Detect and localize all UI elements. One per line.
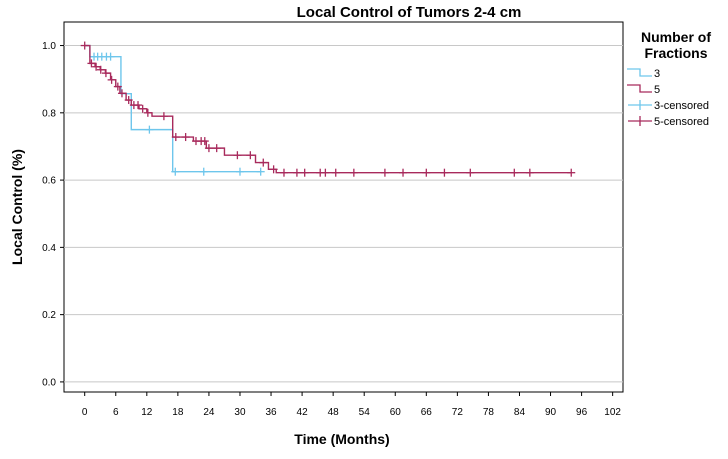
censor-mark: [138, 104, 147, 113]
x-tick-label: 96: [576, 407, 588, 418]
x-tick-label: 24: [203, 407, 215, 418]
censor-mark: [159, 112, 168, 121]
legend-item: 3-censored: [628, 100, 709, 112]
x-tick-label: 54: [359, 407, 371, 418]
x-axis-ticks: 0 6 12 18 24 30 36 42 48 54 60 66 72 78 84 90 96 102: [82, 392, 621, 418]
censor-mark: [145, 125, 154, 134]
censor-mark: [181, 133, 190, 142]
legend-item: 5: [627, 84, 660, 96]
censor-mark: [96, 65, 105, 74]
censor-mark: [101, 69, 110, 78]
legend-label: 3-censored: [654, 100, 709, 112]
censor-mark: [106, 52, 115, 61]
censor-mark: [440, 168, 449, 177]
censor-mark: [399, 168, 408, 177]
censor-mark: [292, 168, 301, 177]
y-tick-label: 0.4: [42, 243, 56, 254]
chart-title: Local Control of Tumors 2-4 cm: [297, 4, 522, 21]
legend-items: 3 5 3-censored 5-censored: [627, 68, 709, 128]
x-tick-label: 60: [390, 407, 402, 418]
censor-mark: [134, 101, 143, 110]
legend-item: 5-censored: [628, 116, 709, 128]
censor-mark: [510, 168, 519, 177]
censor-mark: [269, 165, 278, 174]
censor-mark: [212, 144, 221, 153]
censor-mark: [124, 96, 133, 105]
legend: Number of Fractions 3 5 3-censored 5-censor…: [627, 29, 711, 128]
censor-mark: [422, 168, 431, 177]
censor-mark: [259, 158, 268, 167]
x-tick-label: 42: [297, 407, 309, 418]
censor-mark: [235, 167, 244, 176]
y-tick-label: 0.6: [42, 176, 56, 187]
censor-mark: [567, 168, 576, 177]
censor-mark: [107, 75, 116, 84]
censor-mark: [331, 168, 340, 177]
series-5: [80, 41, 576, 177]
x-axis-label: Time (Months): [294, 431, 389, 447]
censor-mark: [200, 137, 209, 146]
y-tick-label: 0.8: [42, 108, 56, 119]
censor-mark: [246, 151, 255, 160]
censor-mark: [466, 168, 475, 177]
y-tick-label: 0.2: [42, 310, 56, 321]
x-tick-label: 36: [265, 407, 277, 418]
gridlines: [64, 45, 623, 383]
x-tick-label: 18: [172, 407, 184, 418]
plot-area: [63, 21, 624, 393]
x-tick-label: 0: [82, 407, 88, 418]
censor-mark: [300, 168, 309, 177]
x-tick-label: 90: [545, 407, 557, 418]
y-axis-ticks: 0.0 0.2 0.4 0.6 0.8 1.0: [42, 41, 64, 388]
y-axis-label: Local Control (%): [9, 149, 25, 265]
censor-mark: [349, 168, 358, 177]
y-tick-label: 1.0: [42, 41, 56, 52]
x-tick-label: 84: [514, 407, 526, 418]
x-tick-label: 6: [113, 407, 119, 418]
censor-mark: [525, 168, 534, 177]
censor-mark: [233, 151, 242, 160]
x-tick-label: 48: [328, 407, 340, 418]
censor-mark: [92, 62, 101, 71]
legend-label: 5: [654, 84, 660, 96]
censor-mark: [321, 168, 330, 177]
censor-mark: [204, 144, 213, 153]
series-layer: [80, 41, 576, 177]
legend-step-swatch: [627, 68, 652, 77]
x-tick-label: 78: [483, 407, 495, 418]
x-tick-label: 30: [234, 407, 246, 418]
y-tick-label: 0.0: [42, 377, 56, 388]
x-tick-label: 72: [452, 407, 464, 418]
censor-mark: [87, 59, 96, 68]
censor-mark: [279, 168, 288, 177]
censor-mark: [256, 167, 265, 176]
censor-mark: [117, 89, 126, 98]
legend-title-line-2: Fractions: [644, 45, 707, 61]
legend-item: 3: [627, 68, 660, 80]
censor-mark: [113, 82, 122, 91]
x-tick-label: 12: [141, 407, 153, 418]
censor-mark: [80, 41, 89, 50]
legend-step-swatch: [627, 84, 652, 93]
x-tick-label: 102: [604, 407, 621, 418]
censor-mark: [171, 133, 180, 142]
legend-label: 3: [654, 68, 660, 80]
censor-mark: [199, 167, 208, 176]
legend-label: 5-censored: [654, 116, 709, 128]
censor-mark: [380, 168, 389, 177]
x-tick-label: 66: [421, 407, 433, 418]
censor-mark: [171, 167, 180, 176]
legend-title-line-1: Number of: [641, 29, 711, 45]
censor-mark: [143, 108, 152, 117]
